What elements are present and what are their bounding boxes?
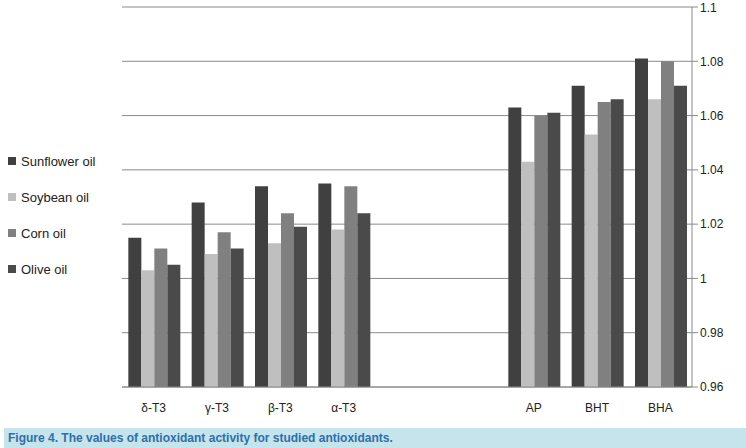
svg-text:0.96: 0.96 <box>700 380 724 394</box>
html-text:Olive oil: Olive oil <box>21 261 68 277</box>
svg-text:1: 1 <box>700 272 707 286</box>
svg-text:1.1: 1.1 <box>700 1 717 15</box>
svg-text:1.04: 1.04 <box>700 163 724 177</box>
svg-text:AP: AP <box>526 401 542 415</box>
svg-text:1.02: 1.02 <box>700 217 724 231</box>
svg-text:1.08: 1.08 <box>700 55 724 69</box>
svg-text:BHT: BHT <box>585 401 610 415</box>
html-text:Corn oil: Corn oil <box>21 225 66 241</box>
html-text:Soybean oil: Soybean oil <box>21 189 89 205</box>
html-text:Sunflower oil: Sunflower oil <box>21 153 96 169</box>
svg-text:δ-T3: δ-T3 <box>141 401 166 415</box>
svg-text:BHA: BHA <box>648 401 673 415</box>
svg-text:γ-T3: γ-T3 <box>205 401 229 415</box>
svg-text:α-T3: α-T3 <box>331 401 356 415</box>
svg-text:β-T3: β-T3 <box>268 401 293 415</box>
svg-text:1.06: 1.06 <box>700 109 724 123</box>
svg-text:0.98: 0.98 <box>700 326 724 340</box>
html-text:Figure 4. The values of antiox: Figure 4. The values of antioxidant acti… <box>8 431 393 445</box>
